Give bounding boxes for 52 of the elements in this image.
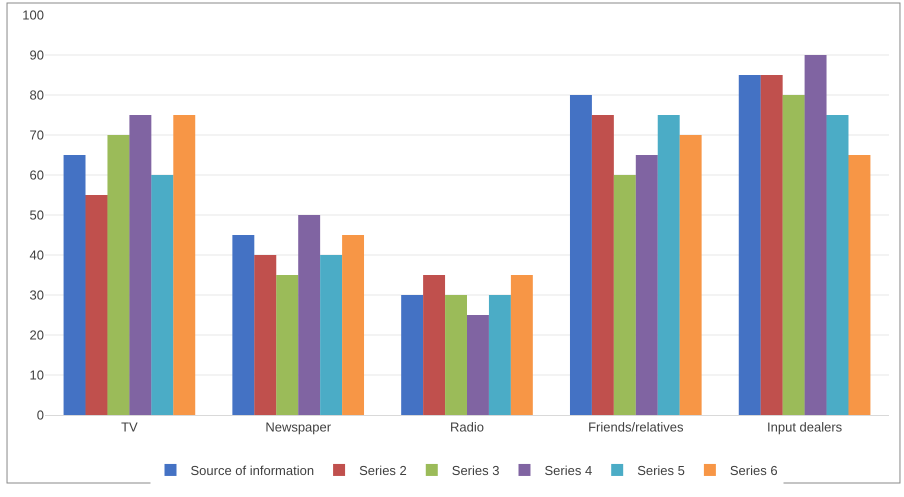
y-tick-label: 10 [30,368,44,383]
y-tick-label: 70 [30,128,44,143]
bar [738,75,761,415]
bar [298,215,320,415]
bar [658,115,680,415]
y-tick-label: 40 [30,248,44,263]
y-tick-label: 90 [30,48,44,63]
bar [592,115,614,415]
bar [570,95,592,415]
bar [342,235,364,415]
y-tick-label: 0 [36,408,44,423]
bar [804,55,827,415]
legend-label: Series 3 [452,463,500,478]
bar [760,75,783,415]
y-tick-label: 80 [30,88,44,103]
x-tick-label: Radio [450,420,484,435]
bar [320,255,342,415]
legend-label: Series 5 [637,463,685,478]
x-tick-label: Newspaper [265,420,332,435]
y-tick-label: 30 [30,288,44,303]
y-tick-label: 50 [30,208,44,223]
legend-label: Source of information [190,463,314,478]
bar [467,315,489,415]
y-tick-label: 100 [22,8,44,23]
bar [614,175,636,415]
bar [107,135,130,415]
bar [423,275,446,415]
bar [445,295,467,415]
legend-label: Series 4 [544,463,592,478]
bar [173,115,196,415]
bar [64,155,86,415]
bar [510,275,533,415]
bar [129,115,152,415]
bar [782,95,805,415]
bar [680,135,702,415]
bar [86,195,108,415]
x-tick-label: Input dealers [767,420,843,435]
legend-label: Series 2 [359,463,407,478]
bar [401,295,424,415]
bar [232,235,254,415]
y-tick-label: 60 [30,168,44,183]
bar [151,175,174,415]
bar [826,115,848,415]
y-tick-label: 20 [30,328,44,343]
x-tick-label: Friends/relatives [588,420,684,435]
x-tick-label: TV [121,420,138,435]
bar [636,155,658,415]
bar [254,255,276,415]
bar [848,155,870,415]
bar [276,275,298,415]
bar [488,295,511,415]
legend-label: Series 6 [730,463,778,478]
